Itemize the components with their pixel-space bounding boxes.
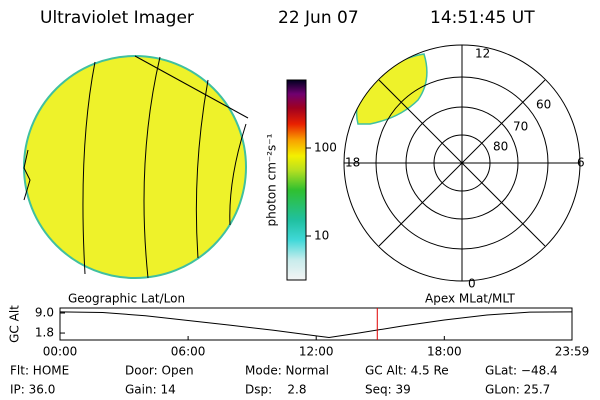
y-axis-label: GC Alt bbox=[8, 305, 22, 343]
y-tick-label: 9.0 bbox=[35, 306, 54, 320]
colorbar-tick-label: 100 bbox=[314, 141, 337, 155]
info-field: GLat: −48.4 bbox=[485, 364, 558, 378]
mlt-label: 6 bbox=[577, 156, 585, 170]
info: Flt: HOME Door: Open Mode: Normal GC Alt: 4… bbox=[10, 364, 558, 397]
mlt-label: 0 bbox=[468, 277, 476, 291]
x-tick-label: 00:00 bbox=[43, 345, 78, 359]
mlat-label: 70 bbox=[513, 120, 528, 134]
info-field: Mode: Normal bbox=[245, 364, 329, 378]
info-field: Door: Open bbox=[125, 364, 194, 378]
x-tick-label: 12:00 bbox=[299, 345, 334, 359]
time: 14:51:45 UT bbox=[430, 8, 535, 28]
date: 22 Jun 07 bbox=[278, 8, 359, 28]
mlat-label: 60 bbox=[536, 98, 551, 112]
x-tick-label: 06:00 bbox=[171, 345, 206, 359]
title: Ultraviolet Imager bbox=[40, 8, 194, 28]
info-field: Dsp: 2.8 bbox=[245, 383, 307, 397]
info-field: Seq: 39 bbox=[365, 383, 411, 397]
globe-image bbox=[23, 55, 249, 279]
x-tick-label: 23:59 bbox=[555, 345, 590, 359]
altitude-line bbox=[59, 311, 573, 339]
y-tick-label: 1.8 bbox=[35, 326, 54, 340]
info-field: Gain: 14 bbox=[125, 383, 176, 397]
colorbar-label: photon cm⁻²s⁻¹ bbox=[265, 133, 279, 226]
polar-plot bbox=[343, 44, 581, 282]
left-caption: Geographic Lat/Lon bbox=[68, 292, 185, 306]
polar-caption: Apex MLat/MLT bbox=[425, 292, 515, 306]
x-tick-label: 18:00 bbox=[427, 345, 462, 359]
colorbar-tick-label: 10 bbox=[314, 229, 329, 243]
info-field: Flt: HOME bbox=[10, 364, 69, 378]
mlat-label: 80 bbox=[493, 140, 508, 154]
colorbar bbox=[286, 79, 307, 281]
altitude-frame bbox=[59, 307, 573, 341]
info-field: IP: 36.0 bbox=[10, 383, 55, 397]
info-field: GC Alt: 4.5 Re bbox=[365, 364, 449, 378]
info-field: GLon: 25.7 bbox=[485, 383, 550, 397]
mlt-label: 18 bbox=[345, 156, 360, 170]
mlt-label: 12 bbox=[475, 47, 490, 61]
